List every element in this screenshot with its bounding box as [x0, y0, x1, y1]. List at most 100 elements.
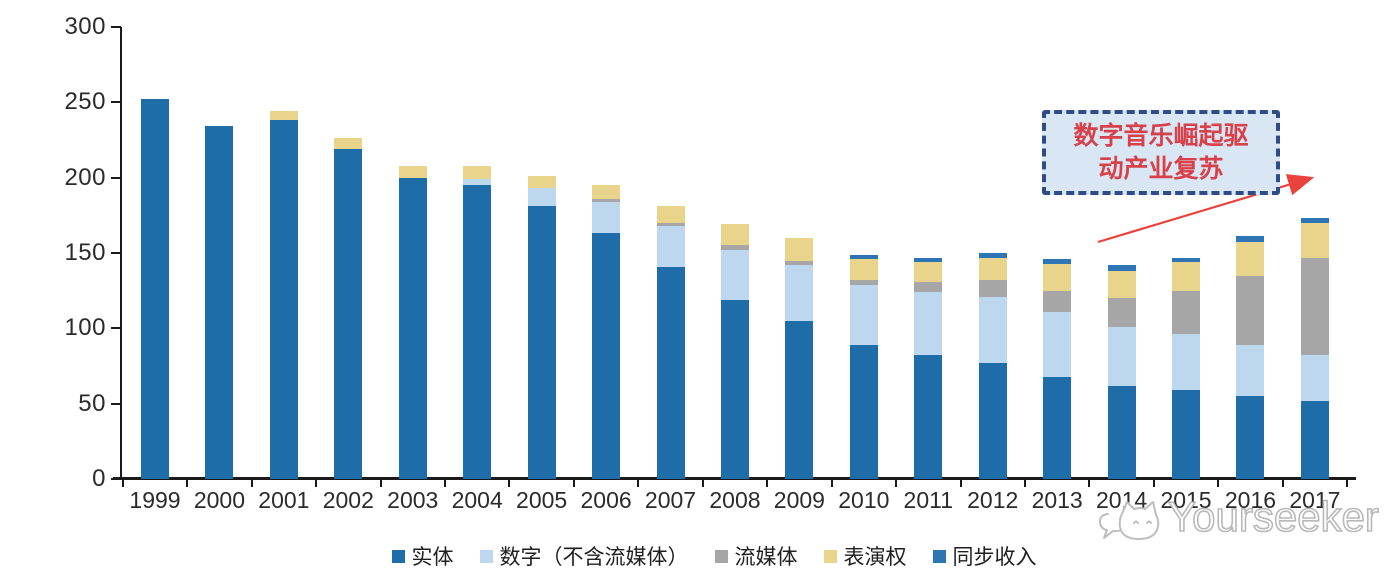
legend-item-performance: 表演权: [823, 541, 907, 571]
bar-2005-digital: [527, 188, 556, 207]
bar-2002-performance: [334, 138, 363, 150]
legend-item-streaming: 流媒体: [714, 541, 798, 571]
x-tick-label-2001: 2001: [258, 487, 310, 513]
x-tick-label-2009: 2009: [773, 487, 825, 513]
bar-2017-sync: [1300, 218, 1329, 223]
x-tick-label-2005: 2005: [516, 487, 568, 513]
bar-2010-streaming: [849, 280, 878, 285]
x-tick-mark: [637, 480, 640, 487]
x-tick-mark: [1023, 480, 1026, 487]
bar-2016-sync: [1236, 236, 1265, 243]
bar-2004-physical: [463, 185, 492, 479]
bar-2017-performance: [1300, 222, 1329, 258]
bar-2007-streaming: [656, 222, 685, 226]
bar-2006-digital: [592, 201, 621, 234]
y-tick-label-300: 300: [64, 13, 106, 40]
legend-label-performance: 表演权: [843, 545, 907, 569]
x-tick-label-2011: 2011: [903, 487, 953, 513]
y-tick-mark: [111, 402, 121, 405]
x-tick-label-2006: 2006: [580, 487, 632, 513]
bar-2016-physical: [1236, 396, 1265, 479]
watermark-text: Yourseeker: [1167, 493, 1380, 540]
bar-2015-streaming: [1172, 290, 1201, 335]
legend-label-physical: 实体: [411, 545, 454, 569]
bar-2014-streaming: [1107, 298, 1136, 327]
bar-2014-digital: [1107, 326, 1136, 386]
x-tick-label-2013: 2013: [1031, 487, 1083, 513]
y-tick-label-150: 150: [64, 239, 106, 266]
bar-1999-physical: [141, 99, 169, 479]
bar-2014-sync: [1107, 265, 1136, 272]
bar-2016-performance: [1236, 242, 1265, 276]
bar-2009-streaming: [785, 260, 814, 266]
legend-item-physical: 实体: [391, 541, 454, 571]
bar-2014-performance: [1107, 271, 1136, 299]
bar-2009-digital: [785, 265, 814, 321]
x-tick-mark: [121, 480, 124, 487]
x-tick-label-2015: 2015: [1160, 487, 1212, 513]
legend-item-digital: 数字（不含流媒体）: [479, 541, 689, 571]
bar-2010-digital: [849, 284, 878, 345]
bar-2017-physical: [1300, 400, 1329, 479]
bar-2000-physical: [205, 126, 234, 479]
bar-2007-physical: [656, 266, 685, 479]
legend-swatch-physical: [391, 549, 405, 563]
bar-2013-digital: [1043, 311, 1072, 377]
legend-swatch-digital: [479, 549, 493, 563]
bar-2008-performance: [720, 224, 749, 246]
y-axis-line: [120, 27, 122, 479]
x-tick-mark: [572, 480, 575, 487]
bar-2015-digital: [1172, 334, 1201, 391]
cat-logo-icon: [1098, 501, 1160, 540]
legend-label-sync: 同步收入: [952, 545, 1037, 569]
bar-2014-physical: [1107, 385, 1136, 479]
legend-item-sync: 同步收入: [932, 541, 1037, 571]
y-tick-label-200: 200: [64, 163, 106, 191]
bar-2009-performance: [785, 237, 814, 261]
bar-2015-physical: [1172, 390, 1201, 479]
bar-2008-physical: [720, 299, 749, 479]
legend-label-streaming: 流媒体: [734, 545, 798, 569]
bar-2006-physical: [592, 233, 621, 479]
y-tick-label-250: 250: [64, 88, 106, 116]
bar-2007-performance: [656, 206, 685, 223]
bar-2011-sync: [914, 257, 943, 263]
x-tick-label-2003: 2003: [387, 487, 439, 513]
bar-2017-digital: [1300, 355, 1329, 401]
bar-2013-physical: [1043, 376, 1072, 479]
bar-2012-digital: [978, 296, 1007, 363]
bar-2017-streaming: [1300, 257, 1329, 356]
bar-2011-performance: [914, 262, 943, 282]
bar-2006-performance: [592, 185, 621, 199]
bar-2013-streaming: [1043, 290, 1072, 312]
x-tick-mark: [830, 480, 833, 487]
x-tick-mark: [701, 480, 704, 487]
x-tick-mark: [250, 480, 253, 487]
bar-2012-physical: [978, 362, 1007, 479]
x-tick-label-2002: 2002: [322, 487, 374, 513]
x-tick-mark: [443, 480, 446, 487]
x-tick-label-2008: 2008: [709, 487, 761, 513]
y-tick-mark: [111, 101, 121, 104]
bar-2001-physical: [269, 120, 298, 479]
y-tick-mark: [111, 478, 121, 480]
bar-2012-sync: [978, 253, 1007, 258]
x-tick-label-2007: 2007: [644, 487, 697, 513]
y-tick-mark: [111, 327, 121, 330]
y-tick-label-50: 50: [78, 389, 106, 417]
bar-2003-physical: [398, 177, 427, 479]
y-tick-label-0: 0: [92, 465, 106, 492]
bar-2011-digital: [914, 292, 943, 356]
x-tick-label-2012: 2012: [967, 487, 1019, 513]
x-tick-label-2010: 2010: [838, 487, 890, 513]
x-tick-mark: [766, 480, 769, 487]
bar-2007-digital: [656, 225, 685, 267]
x-tick-mark: [1088, 480, 1091, 487]
bar-2004-digital: [463, 179, 492, 186]
x-tick-label-1999: 1999: [129, 487, 181, 513]
bar-2016-streaming: [1236, 275, 1265, 345]
bar-2009-physical: [785, 320, 814, 479]
x-tick-mark: [379, 480, 382, 487]
y-tick-mark: [111, 176, 121, 179]
